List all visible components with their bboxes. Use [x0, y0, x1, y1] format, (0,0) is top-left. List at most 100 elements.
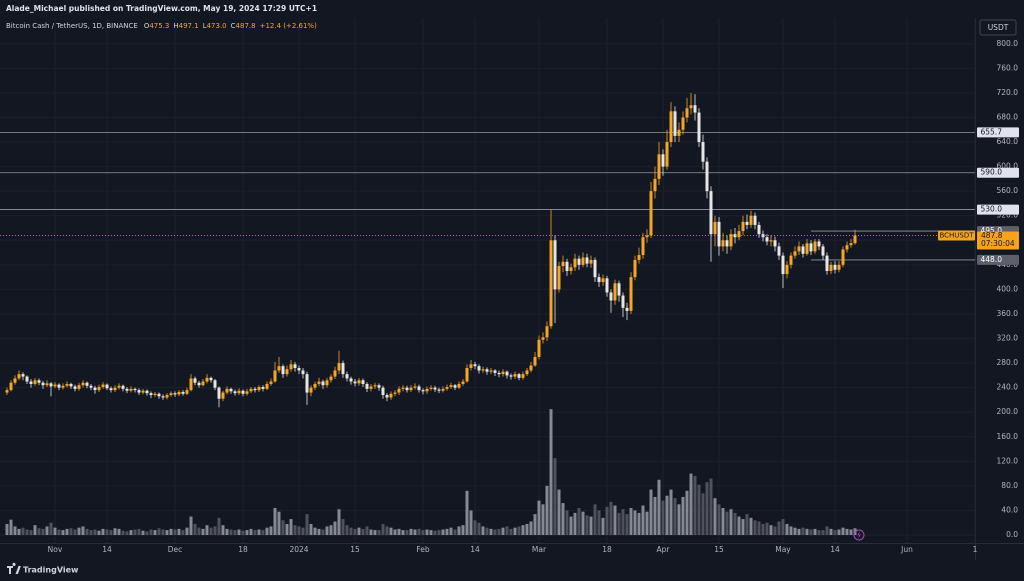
candle-body: [629, 277, 633, 311]
volume-bar: [321, 529, 325, 536]
logo-mark: [7, 562, 21, 574]
candle-body: [613, 283, 617, 301]
candle-body: [349, 378, 353, 382]
candle-body: [429, 387, 433, 389]
candle-body: [721, 240, 725, 247]
candle-body: [381, 387, 385, 396]
candle-body: [173, 393, 177, 395]
volume-bar: [345, 525, 349, 536]
volume-bar: [689, 473, 693, 536]
candle-body: [425, 388, 429, 392]
candle-body: [497, 372, 501, 375]
candle-body: [265, 383, 269, 389]
candle-body: [213, 380, 217, 388]
candle-body: [29, 381, 33, 384]
candle-body: [681, 117, 685, 130]
field-value: 497.1: [179, 22, 199, 30]
candle-body: [45, 383, 49, 386]
countdown-label: 07:30:04: [981, 239, 1015, 248]
volume-bar: [417, 528, 421, 536]
volume-bar: [541, 504, 545, 536]
candle-body: [57, 384, 61, 388]
volume-bar: [753, 520, 757, 536]
event-icon[interactable]: [853, 529, 865, 541]
y-tick-label: 360.0: [997, 309, 1019, 318]
volume-bar: [717, 504, 721, 536]
candle-body: [233, 391, 237, 394]
y-tick-label: 520.0: [997, 211, 1019, 220]
candle-body: [829, 264, 833, 271]
volume-bar: [657, 479, 661, 536]
volume-bar: [557, 489, 561, 536]
volume-bar: [221, 525, 225, 536]
candle-body: [341, 363, 345, 375]
volume-bar: [149, 529, 153, 536]
candle-body: [53, 384, 57, 387]
candle-body: [589, 259, 593, 264]
volume-bar: [669, 489, 673, 536]
volume-bar: [157, 528, 161, 536]
candle-body: [257, 387, 261, 391]
volume-bar: [809, 529, 813, 536]
candle-body: [513, 374, 517, 377]
candle-body: [753, 215, 757, 225]
currency-button[interactable]: [979, 19, 1017, 36]
candle-body: [289, 364, 293, 370]
y-tick-label: 560.0: [997, 186, 1019, 195]
volume-bar: [833, 530, 837, 536]
volume-bar: [441, 529, 445, 536]
candle-body: [389, 393, 393, 398]
volume-bar: [373, 530, 377, 536]
volume-bar: [397, 528, 401, 536]
candle-body: [377, 385, 381, 388]
candle-body: [125, 388, 129, 391]
symbol-name: Bitcoin Cash / TetherUS, 1D, BINANCE: [6, 22, 138, 30]
candle-body: [745, 221, 749, 225]
candle-body: [817, 241, 821, 247]
candle-body: [833, 264, 837, 270]
candle-body: [301, 370, 305, 375]
currency-label[interactable]: USDT: [988, 23, 1009, 32]
volume-bar: [485, 527, 489, 536]
candle-body: [545, 326, 549, 338]
level-label: 530.0: [981, 205, 1003, 214]
volume-bar: [813, 528, 817, 536]
candle-body: [457, 383, 461, 388]
volume-bar: [829, 528, 833, 536]
candle-body: [85, 382, 89, 386]
candle-body: [401, 387, 405, 389]
candle-body: [241, 390, 245, 394]
candle-body: [789, 255, 793, 265]
volume-bar: [521, 525, 525, 536]
candle-body: [757, 224, 761, 235]
candle-body: [305, 374, 309, 393]
volume-bar: [285, 523, 289, 536]
candle-body: [121, 385, 125, 389]
volume-bar: [329, 525, 333, 536]
volume-bar: [245, 530, 249, 536]
field-key: O: [144, 22, 150, 30]
candle-body: [285, 369, 289, 375]
volume-bar: [165, 530, 169, 536]
volume-bar: [793, 527, 797, 536]
volume-bar: [589, 516, 593, 536]
candle-body: [77, 385, 81, 389]
candle-body: [277, 366, 281, 371]
y-tick-label: 400.0: [997, 284, 1019, 293]
volume-bar: [109, 530, 113, 536]
candle-body: [153, 393, 157, 396]
x-tick-label: Feb: [416, 545, 430, 554]
candle-body: [421, 390, 425, 392]
volume-bar: [573, 512, 577, 536]
x-tick-label: Jun: [900, 545, 913, 554]
volume-bar: [69, 528, 73, 536]
volume-bar: [501, 527, 505, 536]
candle-body: [25, 376, 29, 382]
level-label-box: [977, 167, 1019, 178]
volume-bar: [817, 530, 821, 536]
candle-body: [549, 240, 553, 327]
volume-bar: [477, 522, 481, 536]
volume-bar: [785, 523, 789, 536]
candle-body: [245, 391, 249, 394]
volume-bar: [705, 482, 709, 536]
